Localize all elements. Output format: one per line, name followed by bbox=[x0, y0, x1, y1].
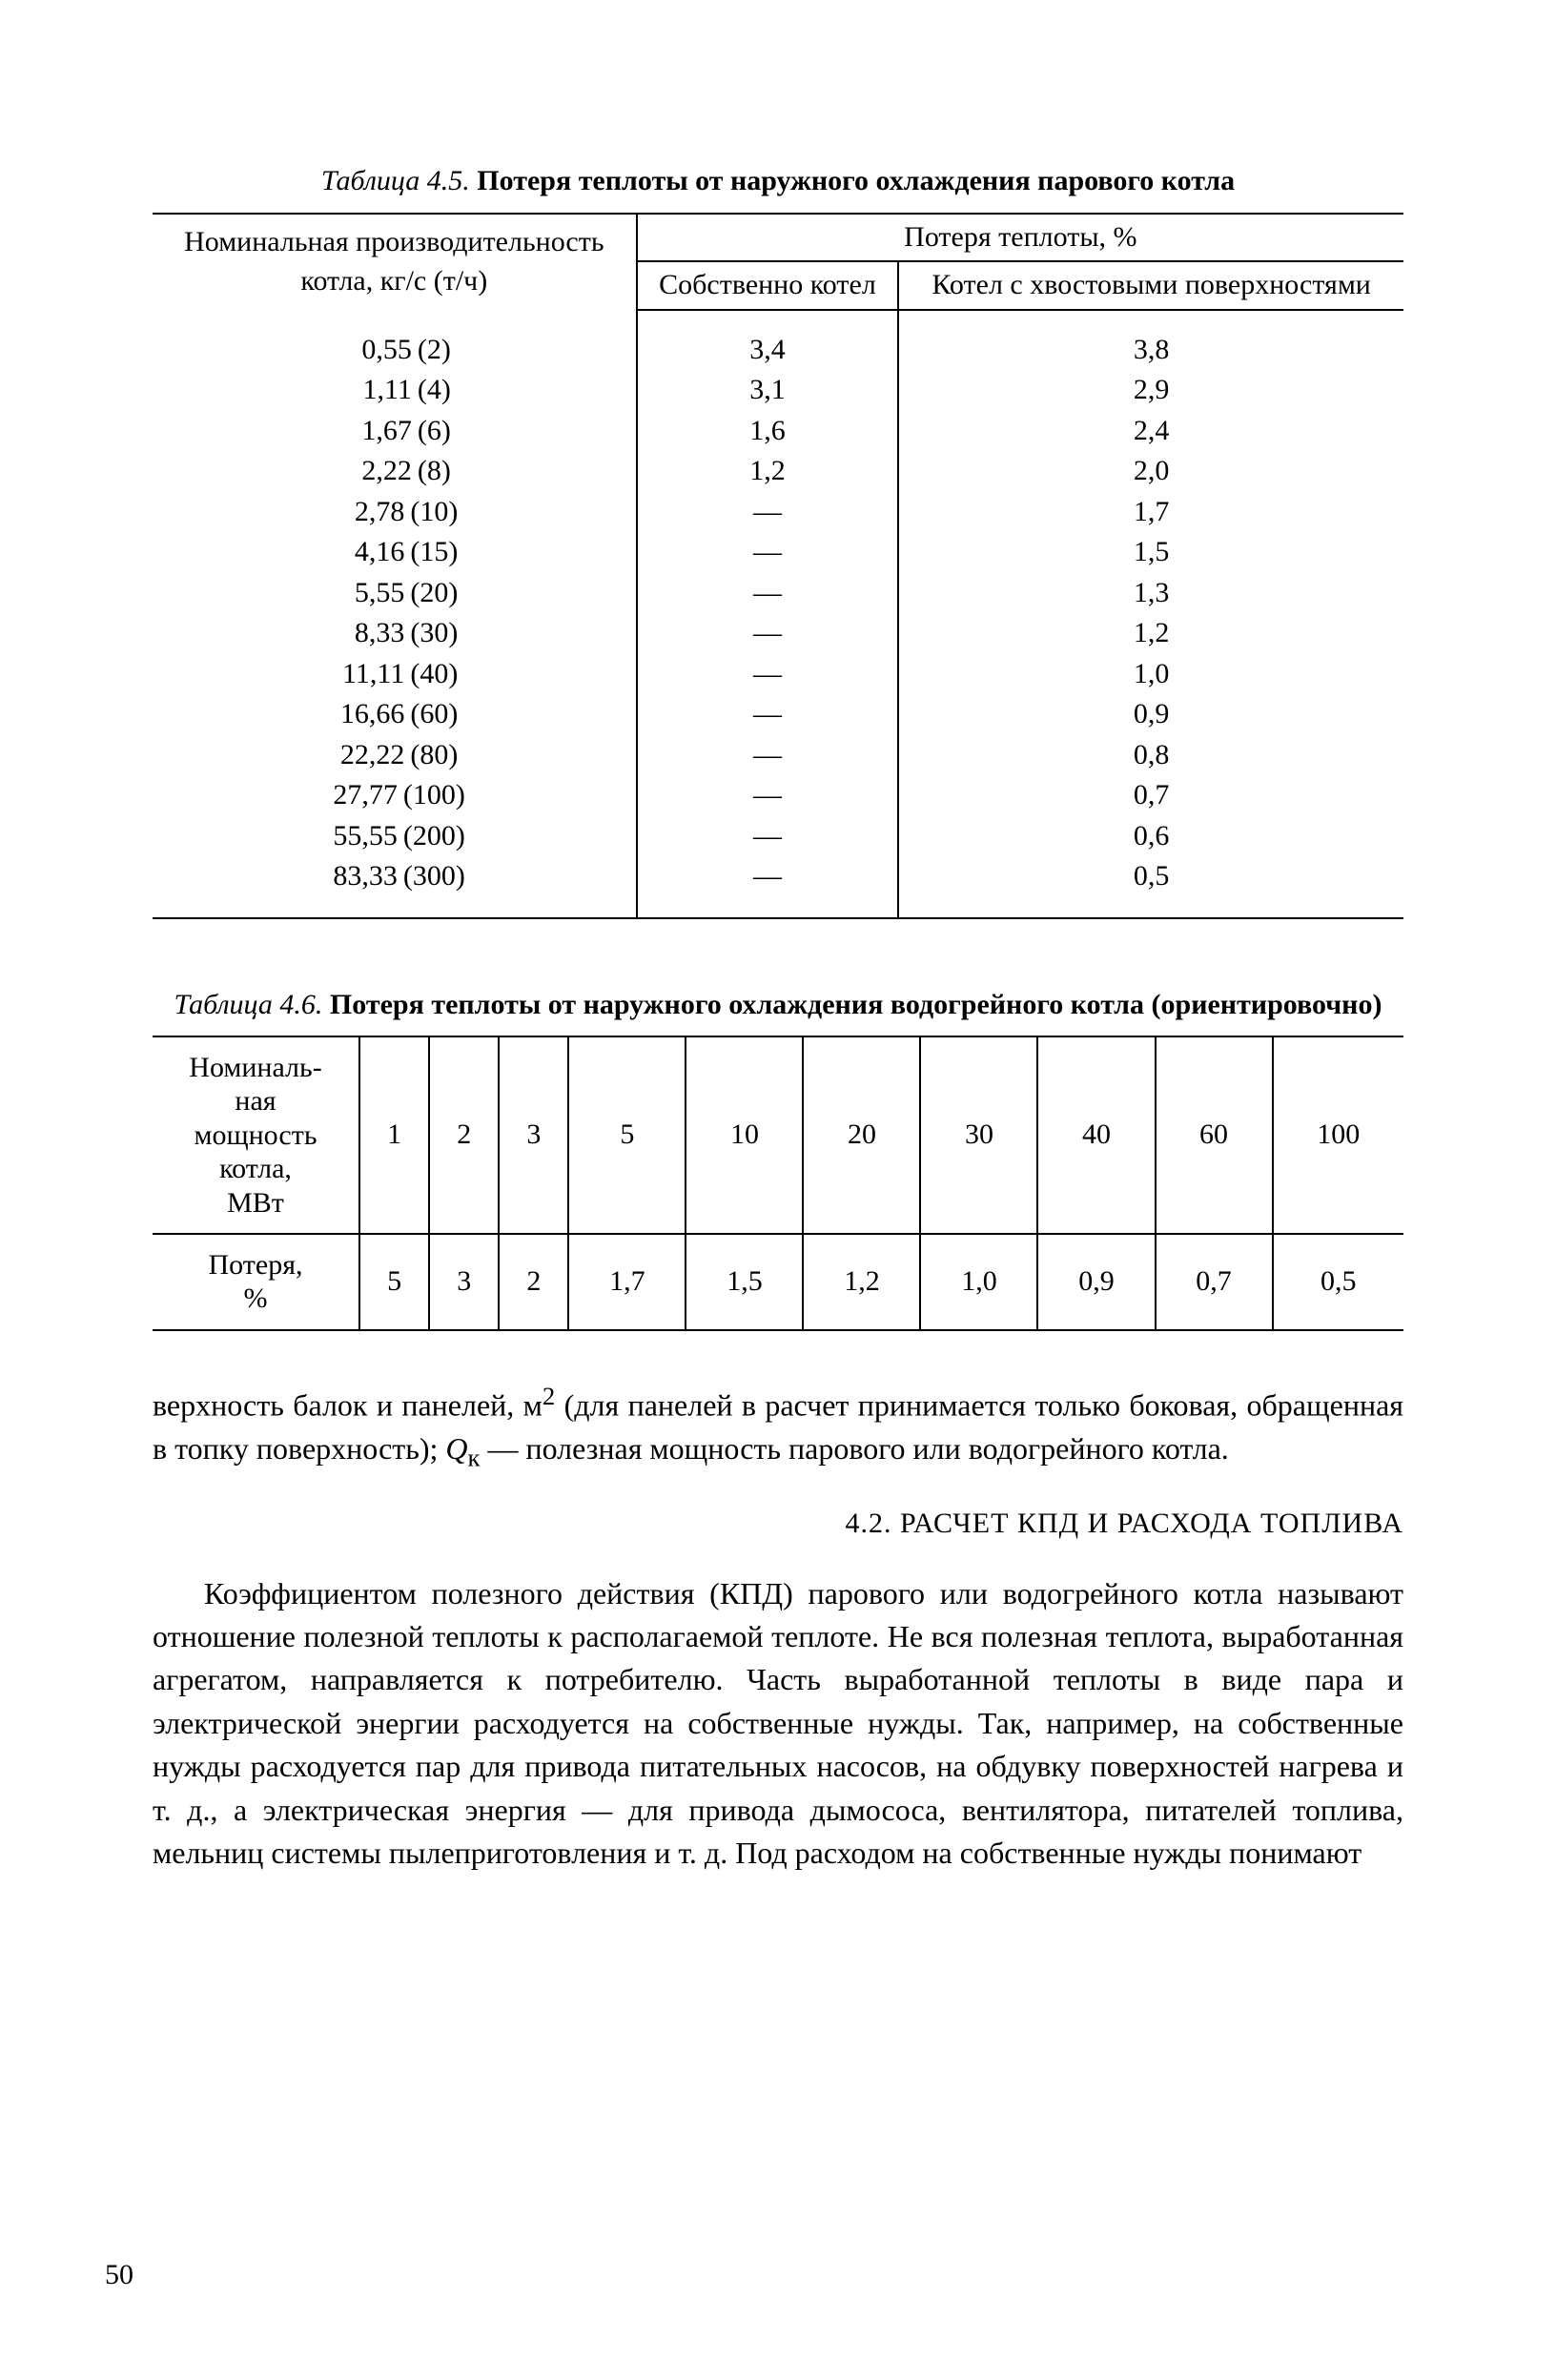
t45-capacity-cell: 4,16(15) bbox=[153, 532, 637, 573]
t45-capacity-cell: 8,33(30) bbox=[153, 613, 637, 654]
t45-capacity-cell: 1,11(4) bbox=[153, 370, 637, 411]
t45-own-boiler-cell: — bbox=[637, 573, 899, 614]
t46-rowhead-loss: Потеря,% bbox=[153, 1234, 359, 1330]
table-4-6-label: Таблица 4.6. bbox=[174, 989, 323, 1020]
t45-own-boiler-cell: — bbox=[637, 532, 899, 573]
t46-loss-cell: 0,5 bbox=[1273, 1234, 1403, 1330]
table-row: 2,22(8)1,22,0 bbox=[153, 451, 1403, 492]
t46-power-cell: 100 bbox=[1273, 1036, 1403, 1234]
t46-power-cell: 20 bbox=[803, 1036, 920, 1234]
t45-tail-surfaces-cell: 2,0 bbox=[898, 451, 1403, 492]
t45-tail-surfaces-cell: 0,5 bbox=[898, 856, 1403, 918]
t46-power-cell: 5 bbox=[568, 1036, 686, 1234]
t45-own-boiler-cell: 1,2 bbox=[637, 451, 899, 492]
table-4-5: Номинальная производительность котла, кг… bbox=[153, 213, 1403, 919]
table-row: 1,11(4)3,12,9 bbox=[153, 370, 1403, 411]
t46-rowhead-power: Номиналь-наямощностькотла,МВт bbox=[153, 1036, 359, 1234]
t46-loss-cell: 2 bbox=[499, 1234, 568, 1330]
table-row: 1,67(6)1,62,4 bbox=[153, 411, 1403, 452]
paragraph-4-2: Коэффициентом полезного действия (КПД) п… bbox=[153, 1572, 1403, 1876]
t45-tail-surfaces-cell: 2,9 bbox=[898, 370, 1403, 411]
t45-tail-surfaces-cell: 0,9 bbox=[898, 694, 1403, 735]
t45-head-top: Потеря теплоты, % bbox=[637, 214, 1403, 262]
t45-own-boiler-cell: — bbox=[637, 856, 899, 918]
table-4-5-caption: Таблица 4.5. Потеря теплоты от наружного… bbox=[153, 162, 1403, 201]
t45-own-boiler-cell: — bbox=[637, 654, 899, 695]
t45-tail-surfaces-cell: 2,4 bbox=[898, 411, 1403, 452]
t45-own-boiler-cell: 3,1 bbox=[637, 370, 899, 411]
t45-tail-surfaces-cell: 3,8 bbox=[898, 330, 1403, 371]
t46-power-cell: 40 bbox=[1037, 1036, 1155, 1234]
table-row: 0,55(2)3,43,8 bbox=[153, 330, 1403, 371]
t45-own-boiler-cell: — bbox=[637, 735, 899, 776]
section-4-2-title: 4.2. РАСЧЕТ КПД И РАСХОДА ТОПЛИВА bbox=[153, 1505, 1403, 1544]
t45-tail-surfaces-cell: 1,5 bbox=[898, 532, 1403, 573]
t45-capacity-cell: 2,22(8) bbox=[153, 451, 637, 492]
t46-power-cell: 30 bbox=[920, 1036, 1037, 1234]
t45-capacity-cell: 0,55(2) bbox=[153, 330, 637, 371]
t46-loss-cell: 0,7 bbox=[1156, 1234, 1273, 1330]
table-row: 11,11(40)—1,0 bbox=[153, 654, 1403, 695]
table-4-5-label: Таблица 4.5. bbox=[321, 165, 470, 196]
t46-loss-cell: 1,7 bbox=[568, 1234, 686, 1330]
t45-capacity-cell: 83,33(300) bbox=[153, 856, 637, 918]
t45-tail-surfaces-cell: 0,6 bbox=[898, 816, 1403, 857]
t45-capacity-cell: 22,22(80) bbox=[153, 735, 637, 776]
table-row: 16,66(60)—0,9 bbox=[153, 694, 1403, 735]
t45-capacity-cell: 2,78(10) bbox=[153, 492, 637, 533]
t46-power-cell: 10 bbox=[686, 1036, 803, 1234]
t45-own-boiler-cell: — bbox=[637, 775, 899, 816]
t45-capacity-cell: 55,55(200) bbox=[153, 816, 637, 857]
table-row: 5,55(20)—1,3 bbox=[153, 573, 1403, 614]
t45-own-boiler-cell: — bbox=[637, 613, 899, 654]
t45-own-boiler-cell: — bbox=[637, 492, 899, 533]
t45-own-boiler-cell: 3,4 bbox=[637, 330, 899, 371]
table-row: 8,33(30)—1,2 bbox=[153, 613, 1403, 654]
t45-capacity-cell: 16,66(60) bbox=[153, 694, 637, 735]
t45-tail-surfaces-cell: 1,2 bbox=[898, 613, 1403, 654]
paragraph-continuation: верхность балок и панелей, м2 (для панел… bbox=[153, 1379, 1403, 1476]
table-4-6-title: Потеря теплоты от наружного охлаждения в… bbox=[330, 989, 1382, 1020]
t45-own-boiler-cell: — bbox=[637, 694, 899, 735]
t45-tail-surfaces-cell: 0,8 bbox=[898, 735, 1403, 776]
t46-loss-cell: 5 bbox=[359, 1234, 429, 1330]
table-4-6-caption: Таблица 4.6. Потеря теплоты от наружного… bbox=[153, 986, 1403, 1025]
t46-power-cell: 60 bbox=[1156, 1036, 1273, 1234]
t45-own-boiler-cell: — bbox=[637, 816, 899, 857]
t45-tail-surfaces-cell: 1,3 bbox=[898, 573, 1403, 614]
t45-own-boiler-cell: 1,6 bbox=[637, 411, 899, 452]
table-row: 83,33(300)—0,5 bbox=[153, 856, 1403, 918]
t46-power-cell: 1 bbox=[359, 1036, 429, 1234]
t46-loss-cell: 1,0 bbox=[920, 1234, 1037, 1330]
t45-tail-surfaces-cell: 1,7 bbox=[898, 492, 1403, 533]
t45-head-sub2: Котел с хвостовыми поверхностями bbox=[898, 261, 1403, 310]
t45-capacity-cell: 11,11(40) bbox=[153, 654, 637, 695]
t45-tail-surfaces-cell: 0,7 bbox=[898, 775, 1403, 816]
t46-loss-cell: 3 bbox=[429, 1234, 499, 1330]
t45-capacity-cell: 1,67(6) bbox=[153, 411, 637, 452]
t46-power-cell: 3 bbox=[499, 1036, 568, 1234]
table-4-6: Номиналь-наямощностькотла,МВт 1235102030… bbox=[153, 1036, 1403, 1331]
table-row: 2,78(10)—1,7 bbox=[153, 492, 1403, 533]
page-number: 50 bbox=[105, 2256, 133, 2295]
t46-loss-cell: 1,5 bbox=[686, 1234, 803, 1330]
t46-power-cell: 2 bbox=[429, 1036, 499, 1234]
t46-loss-cell: 1,2 bbox=[803, 1234, 920, 1330]
t45-tail-surfaces-cell: 1,0 bbox=[898, 654, 1403, 695]
table-4-5-title: Потеря теплоты от наружного охлаждения п… bbox=[477, 165, 1235, 196]
t46-loss-cell: 0,9 bbox=[1037, 1234, 1155, 1330]
table-row: 22,22(80)—0,8 bbox=[153, 735, 1403, 776]
t45-head-col1: Номинальная производительность котла, кг… bbox=[153, 214, 637, 310]
t45-capacity-cell: 27,77(100) bbox=[153, 775, 637, 816]
table-row: 4,16(15)—1,5 bbox=[153, 532, 1403, 573]
t45-head-sub1: Собственно котел bbox=[637, 261, 899, 310]
table-row: 27,77(100)—0,7 bbox=[153, 775, 1403, 816]
t45-capacity-cell: 5,55(20) bbox=[153, 573, 637, 614]
table-row: 55,55(200)—0,6 bbox=[153, 816, 1403, 857]
